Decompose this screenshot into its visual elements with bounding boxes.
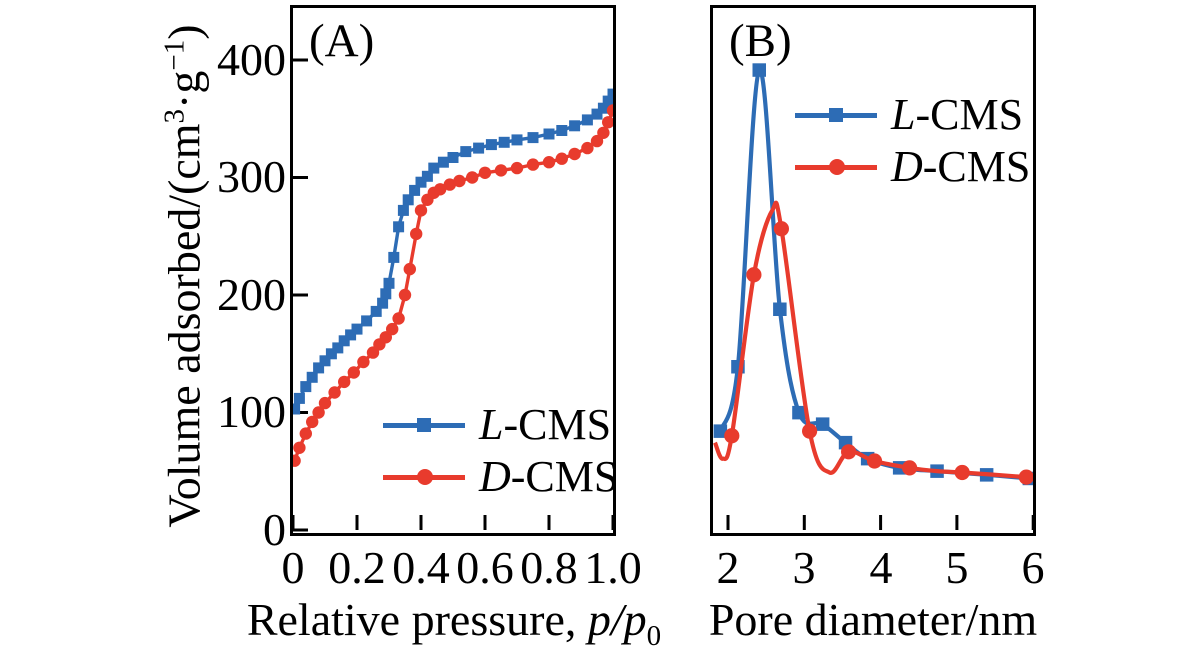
d-cms-line-sample (795, 158, 877, 175)
panel-b: (B) L-CMS D-CMS (710, 5, 1036, 536)
x-axis-title-math: p/p (587, 594, 647, 645)
x-tick-label-1-0: 1.0 (584, 542, 642, 593)
x-axis-title-sub0: 0 (646, 620, 662, 653)
l-cms-label-rest: -CMS (503, 400, 612, 449)
panel-a-legend: L-CMS D-CMS (383, 399, 618, 503)
l-cms-label-rest: -CMS (915, 90, 1024, 139)
y-tick-label-0: 0 (263, 504, 286, 555)
panel-b-chart (713, 63, 1033, 530)
legend-entry-d-cms: D-CMS (795, 141, 1030, 193)
l-cms-italic-letter: L (891, 90, 916, 139)
panel-a-chart (293, 58, 613, 532)
x-tick-label-0: 0 (281, 542, 305, 593)
y-tick-label-200: 200 (217, 269, 286, 320)
l-cms-legend-label: L-CMS (891, 93, 1023, 137)
x-axis-title-text: Relative pressure, (246, 594, 588, 645)
panel-b-label: (B) (729, 15, 792, 67)
legend-entry-l-cms: L-CMS (383, 399, 618, 451)
d-cms-line-sample (383, 468, 465, 485)
x-tick-label-0-4: 0.4 (392, 542, 450, 593)
x-tick-label-4: 4 (869, 542, 893, 593)
x-tick-label-6: 6 (1021, 542, 1045, 593)
l-cms-legend-label: L-CMS (479, 403, 611, 447)
x-tick-label-0-2: 0.2 (328, 542, 386, 593)
d-cms-label-rest: -CMS (510, 452, 619, 501)
x-tick-label-0-6: 0.6 (456, 542, 514, 593)
d-cms-legend-label: D-CMS (891, 145, 1030, 189)
panel-a-label: (A) (309, 15, 375, 67)
x-tick-label-3: 3 (792, 542, 816, 593)
d-cms-label-rest: -CMS (922, 142, 1031, 191)
y-tick-label-300: 300 (217, 151, 286, 202)
l-cms-square-marker-icon (417, 417, 431, 432)
d-cms-italic-letter: D (479, 452, 511, 501)
y-axis-title-sup3: 3 (158, 108, 191, 124)
legend-entry-l-cms: L-CMS (795, 89, 1030, 141)
d-cms-circle-marker-icon (829, 158, 845, 175)
panel-b-legend: L-CMS D-CMS (795, 89, 1030, 193)
l-cms-line-sample (383, 417, 465, 432)
legend-entry-d-cms: D-CMS (383, 451, 618, 503)
x-tick-label-5: 5 (945, 542, 969, 593)
y-tick-label-400: 400 (217, 34, 286, 85)
panel-a-x-axis-title: Relative pressure, p/p0 (244, 592, 664, 663)
d-cms-italic-letter: D (891, 142, 923, 191)
l-cms-line-sample (795, 107, 877, 122)
x-tick-label-0-8: 0.8 (520, 542, 578, 593)
panel-b-x-axis-title: Pore diameter/nm (708, 594, 1038, 645)
d-cms-legend-label: D-CMS (479, 455, 618, 499)
x-tick-label-2: 2 (716, 542, 740, 593)
l-cms-italic-letter: L (479, 400, 504, 449)
panel-a: (A) L-CMS D-CMS (290, 5, 618, 536)
d-cms-circle-marker-icon (417, 468, 433, 485)
l-cms-square-marker-icon (829, 107, 843, 122)
y-tick-label-100: 100 (217, 386, 286, 437)
